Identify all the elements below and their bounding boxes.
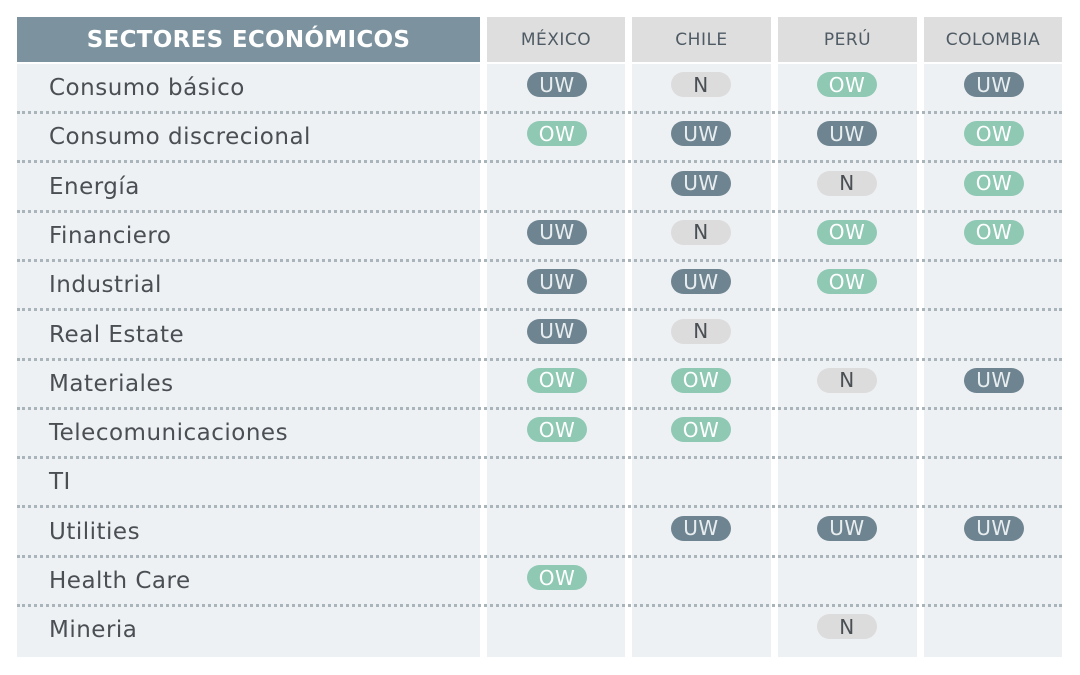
- rating-badge: OW: [964, 170, 1024, 196]
- row-divider: [17, 604, 1062, 607]
- rating-badge: UW: [527, 72, 587, 97]
- country-header-peru: PERÚ: [778, 17, 917, 62]
- sector-label: Health Care: [49, 568, 191, 594]
- row-divider: [17, 456, 1062, 460]
- rating-badge: N: [671, 219, 731, 245]
- sector-label: Industrial: [49, 272, 162, 299]
- sector-label: Real Estate: [49, 321, 185, 348]
- rating-badge: UW: [964, 367, 1024, 393]
- rating-badge: N: [817, 614, 877, 640]
- rating-badge: UW: [671, 170, 731, 196]
- rating-badge: OW: [671, 417, 731, 443]
- sector-label: Materiales: [49, 370, 174, 397]
- rating-badge: UW: [527, 219, 587, 245]
- rating-badge: N: [671, 318, 731, 344]
- sector-label: Energía: [49, 173, 140, 200]
- sector-label: Financiero: [49, 222, 172, 249]
- chile-column-bg: [632, 64, 771, 657]
- row-divider: [17, 308, 1062, 312]
- row-divider: [17, 160, 1062, 164]
- rating-badge: UW: [817, 121, 877, 147]
- rating-badge: N: [671, 72, 731, 97]
- rating-badge: OW: [817, 269, 877, 295]
- rating-badge: OW: [527, 367, 587, 393]
- sector-label: Telecomunicaciones: [49, 420, 289, 447]
- rating-badge: OW: [671, 367, 731, 393]
- rating-badge: OW: [527, 121, 587, 147]
- sector-label: Consumo básico: [49, 75, 245, 101]
- rating-badge: UW: [964, 72, 1024, 97]
- rating-badge: OW: [964, 219, 1024, 245]
- rating-badge: UW: [964, 515, 1024, 541]
- rating-badge: UW: [671, 121, 731, 147]
- rating-badge: OW: [817, 219, 877, 245]
- rating-badge: OW: [964, 121, 1024, 147]
- country-header-colombia: COLOMBIA: [924, 17, 1062, 62]
- rating-badge: N: [817, 170, 877, 196]
- row-divider: [17, 505, 1062, 509]
- row-divider: [17, 258, 1062, 262]
- rating-badge: UW: [671, 515, 731, 541]
- country-header-chile: CHILE: [632, 17, 771, 62]
- row-divider: [17, 357, 1062, 361]
- rating-badge: OW: [527, 417, 587, 443]
- row-divider: [17, 209, 1062, 213]
- sector-label: Mineria: [49, 617, 138, 644]
- rating-badge: OW: [527, 565, 587, 590]
- rating-badge: OW: [817, 72, 877, 97]
- sector-label: TI: [49, 469, 71, 496]
- row-divider: [17, 406, 1062, 410]
- colombia-column-bg: [924, 64, 1062, 657]
- row-divider: [17, 554, 1062, 558]
- sector-label: Utilities: [49, 518, 141, 545]
- rating-badge: N: [817, 367, 877, 393]
- table-title: SECTORES ECONÓMICOS: [17, 17, 480, 62]
- rating-badge: UW: [671, 269, 731, 295]
- rating-badge: UW: [817, 515, 877, 541]
- sector-label: Consumo discrecional: [49, 124, 311, 151]
- peru-column-bg: [778, 64, 917, 657]
- rating-badge: UW: [527, 269, 587, 295]
- country-header-mexico: MÉXICO: [487, 17, 625, 62]
- rating-badge: UW: [527, 318, 587, 344]
- row-divider: [17, 111, 1062, 114]
